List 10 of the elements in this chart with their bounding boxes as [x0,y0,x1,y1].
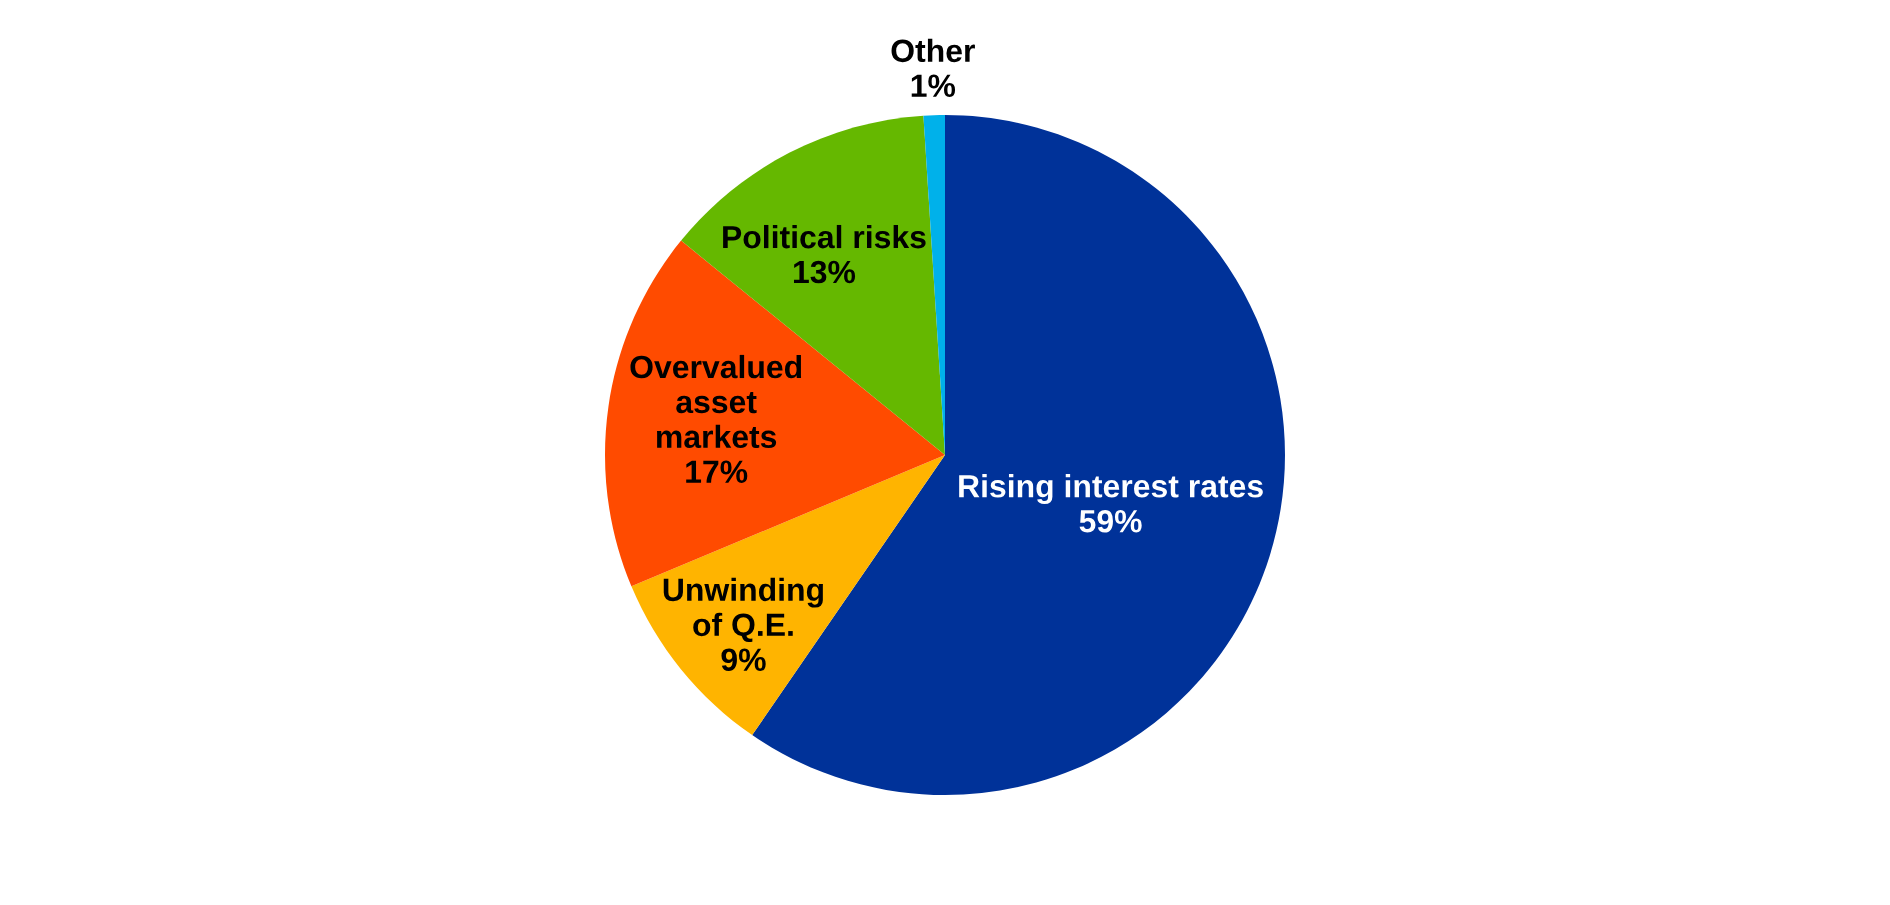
data-label: 9% [721,648,766,672]
slice-label: Unwinding of Q.E. [663,577,823,643]
data-label: 59% [1079,509,1142,533]
slice-label: Other [891,38,975,63]
slice-label: Political risks [723,224,926,249]
data-label: 1% [911,74,956,97]
data-label: 13% [793,260,856,284]
slice-label: Rising interest rates [959,474,1263,505]
slice-label: Overvalued asset markets [630,354,802,449]
data-label: 17% [686,460,748,483]
